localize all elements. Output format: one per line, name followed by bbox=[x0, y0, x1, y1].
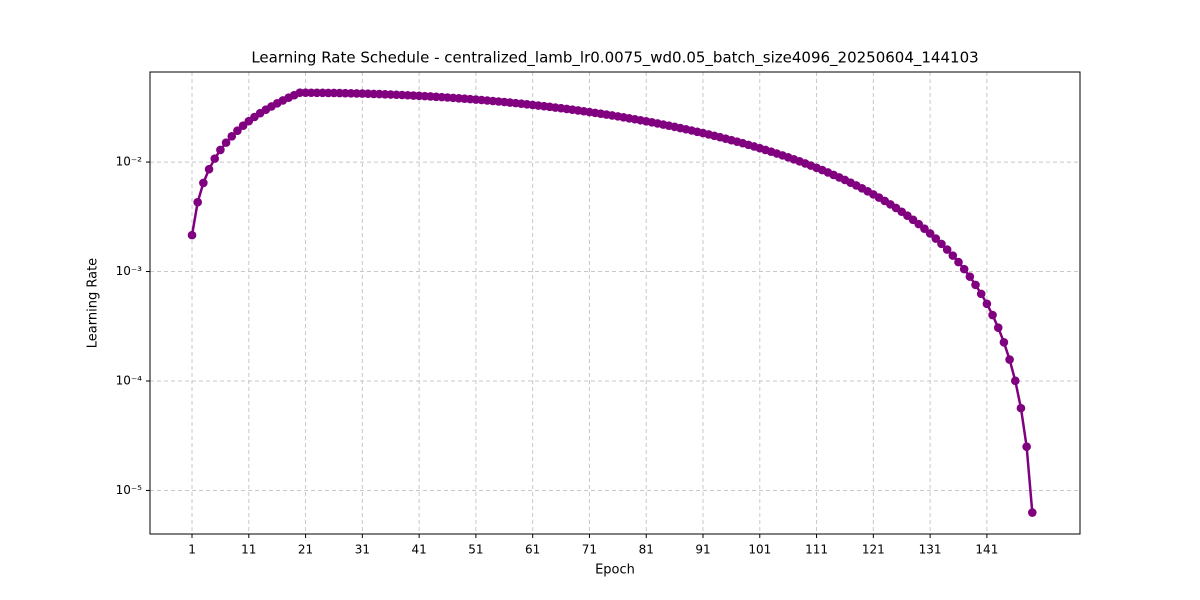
marker bbox=[1005, 355, 1014, 364]
y-tick-label: 10⁻³ bbox=[116, 264, 143, 278]
marker bbox=[931, 234, 941, 243]
chart-title: Learning Rate Schedule - centralized_lam… bbox=[251, 49, 978, 68]
x-axis-label: Epoch bbox=[595, 563, 635, 578]
x-tick-label: 131 bbox=[919, 543, 942, 557]
plot-frame bbox=[149, 71, 1081, 535]
marker bbox=[993, 323, 1003, 332]
marker bbox=[233, 126, 242, 135]
x-tick-label: 21 bbox=[298, 543, 313, 557]
marker bbox=[1022, 442, 1031, 451]
marker bbox=[227, 131, 237, 141]
marker bbox=[216, 145, 225, 155]
marker bbox=[971, 280, 980, 290]
marker bbox=[210, 154, 220, 163]
marker bbox=[925, 229, 935, 238]
x-tick-label: 51 bbox=[468, 543, 483, 557]
marker bbox=[959, 264, 969, 274]
x-tick-label: 101 bbox=[748, 543, 771, 557]
x-tick-label: 71 bbox=[582, 543, 597, 557]
y-tick-label: 10⁻⁵ bbox=[116, 483, 143, 497]
x-tick-label: 11 bbox=[241, 543, 256, 557]
marker bbox=[948, 251, 958, 260]
marker bbox=[199, 178, 208, 188]
x-tick-label: 1 bbox=[188, 543, 196, 557]
x-tick-label: 111 bbox=[805, 543, 828, 557]
y-tick-label: 10⁻² bbox=[116, 155, 143, 169]
x-tick-label: 41 bbox=[411, 543, 426, 557]
marker bbox=[193, 197, 202, 207]
x-tick-label: 91 bbox=[695, 543, 710, 557]
marker bbox=[204, 164, 214, 174]
marker bbox=[187, 230, 197, 240]
marker bbox=[1016, 403, 1026, 413]
x-tick-label: 31 bbox=[355, 543, 370, 557]
x-tick-label: 141 bbox=[975, 543, 998, 557]
marker bbox=[942, 245, 952, 254]
marker bbox=[988, 310, 997, 320]
x-tick-label: 121 bbox=[862, 543, 885, 557]
y-tick-label: 10⁻⁴ bbox=[116, 373, 143, 387]
marker bbox=[965, 272, 975, 281]
marker bbox=[999, 338, 1009, 347]
x-tick-label: 61 bbox=[525, 543, 540, 557]
x-tick-label: 81 bbox=[639, 543, 654, 557]
marker bbox=[982, 299, 992, 309]
marker bbox=[221, 138, 231, 147]
marker bbox=[1010, 376, 1020, 386]
marker bbox=[976, 289, 986, 299]
marker bbox=[1028, 508, 1037, 517]
marker bbox=[920, 224, 929, 233]
y-axis-label: Learning Rate bbox=[86, 258, 101, 348]
marker bbox=[937, 239, 946, 249]
marker bbox=[954, 257, 963, 267]
